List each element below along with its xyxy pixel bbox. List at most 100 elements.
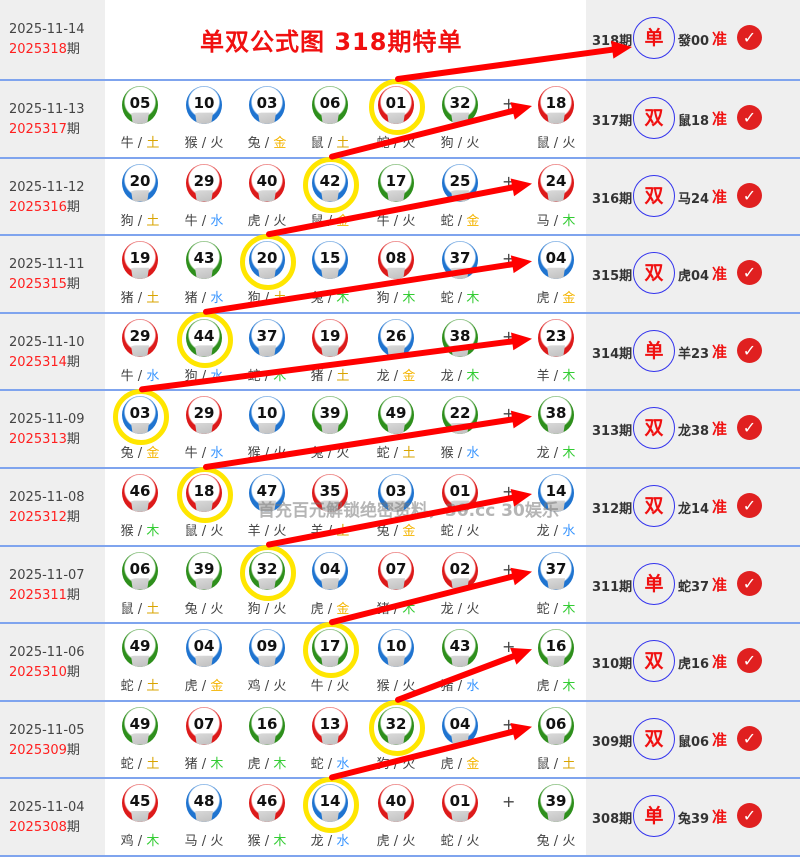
element: 土 bbox=[273, 291, 287, 307]
result-zodiac: 發00 bbox=[678, 34, 710, 49]
zodiac: 蛇 bbox=[120, 756, 134, 772]
issue-number: 2025316 bbox=[9, 199, 67, 215]
zodiac: 羊 bbox=[310, 524, 324, 539]
ball-shade bbox=[195, 112, 213, 124]
issue-number: 2025313 bbox=[9, 432, 67, 448]
element: 火 bbox=[466, 601, 480, 617]
number-ball: 01 bbox=[378, 86, 414, 124]
result-zodiac: 虎16 bbox=[678, 657, 710, 673]
zodiac: 猴 bbox=[247, 446, 261, 462]
ball-shade bbox=[547, 655, 565, 668]
element: 水 bbox=[466, 446, 480, 462]
ball-label: 猪 / 木 bbox=[376, 601, 416, 617]
element: 火 bbox=[273, 446, 287, 462]
number-ball: 20 bbox=[122, 163, 158, 202]
ball-label: 狗 / 火 bbox=[440, 136, 480, 151]
ball-label: 鸡 / 木 bbox=[120, 834, 160, 850]
zodiac: 蛇 bbox=[376, 446, 390, 462]
element: 水 bbox=[336, 756, 350, 772]
issue-suffix: 期 bbox=[66, 277, 80, 293]
element: 木 bbox=[273, 368, 287, 384]
ball-number: 19 bbox=[319, 326, 341, 345]
number-ball: 39 bbox=[186, 551, 222, 590]
ball-number: 37 bbox=[449, 249, 471, 268]
ball-label: 猴 / 火 bbox=[184, 136, 224, 151]
zodiac: 猪 bbox=[310, 368, 324, 384]
ball-label: 兔 / 火 bbox=[536, 834, 576, 850]
ball-label: 牛 / 土 bbox=[120, 136, 160, 151]
ball-shade bbox=[547, 733, 565, 745]
ball-shade bbox=[321, 810, 339, 823]
zodiac: 蛇 bbox=[120, 679, 134, 695]
ball-number: 46 bbox=[256, 792, 278, 811]
ball-shade bbox=[195, 733, 213, 745]
result-status: 准 bbox=[712, 187, 728, 206]
element: 火 bbox=[336, 679, 350, 695]
ball-shade bbox=[547, 422, 565, 435]
special-ball: 23 bbox=[538, 318, 574, 357]
number-ball: 44 bbox=[186, 318, 222, 357]
element: 火 bbox=[562, 834, 576, 850]
ball-shade bbox=[451, 810, 469, 823]
ball-label: 狗 / 火 bbox=[376, 756, 416, 772]
result-pick: 双 bbox=[633, 174, 675, 217]
draw-issue: 2025308期 bbox=[9, 818, 80, 838]
zodiac: 兔 bbox=[536, 834, 550, 850]
zodiac: 猪 bbox=[120, 291, 134, 307]
element: 火 bbox=[210, 524, 224, 539]
number-ball: 40 bbox=[249, 163, 285, 202]
zodiac: 鼠 bbox=[310, 136, 324, 151]
element: 木 bbox=[146, 834, 160, 850]
ball-number: 10 bbox=[385, 637, 407, 656]
number-ball: 10 bbox=[378, 629, 414, 668]
special-ball: 18 bbox=[538, 86, 574, 124]
zodiac: 狗 bbox=[440, 136, 454, 151]
issue-number: 2025311 bbox=[9, 587, 67, 603]
element: 木 bbox=[402, 601, 416, 617]
ball-label: 猪 / 土 bbox=[120, 291, 160, 307]
element: 土 bbox=[336, 368, 350, 384]
result-period: 317期 bbox=[592, 114, 633, 129]
plus-sign: + bbox=[502, 559, 516, 579]
issue-suffix: 期 bbox=[66, 199, 80, 215]
ball-shade bbox=[547, 578, 565, 590]
zodiac: 龙 bbox=[440, 368, 454, 384]
result-pick: 双 bbox=[633, 252, 675, 295]
ball-number: 19 bbox=[129, 249, 151, 268]
zodiac: 牛 bbox=[184, 213, 198, 229]
ball-number: 18 bbox=[193, 482, 215, 500]
result-period: 310期 bbox=[592, 657, 633, 673]
number-ball: 37 bbox=[442, 241, 478, 280]
zodiac: 蛇 bbox=[310, 756, 324, 772]
ball-shade bbox=[258, 578, 276, 590]
number-ball: 45 bbox=[122, 784, 158, 823]
ball-number: 13 bbox=[319, 714, 341, 733]
result-period: 309期 bbox=[592, 734, 633, 750]
ball-number: 43 bbox=[193, 249, 215, 268]
draw-date: 2025-11-07 bbox=[9, 567, 85, 583]
zodiac: 鼠 bbox=[184, 524, 198, 539]
ball-label: 猴 / 木 bbox=[247, 834, 287, 850]
zodiac: 狗 bbox=[120, 213, 134, 229]
draw-issue: 2025310期 bbox=[9, 663, 80, 683]
ball-label: 猴 / 木 bbox=[120, 524, 160, 539]
zodiac: 牛 bbox=[120, 136, 134, 151]
number-ball: 19 bbox=[312, 318, 348, 357]
number-ball: 17 bbox=[378, 163, 414, 202]
draw-date: 2025-11-09 bbox=[9, 412, 85, 428]
zodiac: 羊 bbox=[536, 368, 550, 384]
element: 土 bbox=[562, 756, 576, 772]
number-ball: 39 bbox=[312, 396, 348, 435]
zodiac: 虎 bbox=[536, 291, 550, 307]
ball-label: 龙 / 水 bbox=[310, 834, 350, 850]
special-ball: 04 bbox=[538, 241, 574, 280]
ball-label: 蛇 / 木 bbox=[247, 368, 287, 384]
check-circle-icon: ✓ bbox=[737, 803, 762, 829]
date-column bbox=[0, 0, 105, 857]
element: 木 bbox=[562, 679, 576, 695]
number-ball: 40 bbox=[378, 784, 414, 823]
draw-row: 2025-11-05 2025309期 + 49 蛇 / 土 07 猪 / 木 … bbox=[0, 699, 800, 779]
number-ball: 09 bbox=[249, 629, 285, 668]
result-period: 314期 bbox=[592, 346, 633, 362]
zodiac: 蛇 bbox=[440, 213, 454, 229]
